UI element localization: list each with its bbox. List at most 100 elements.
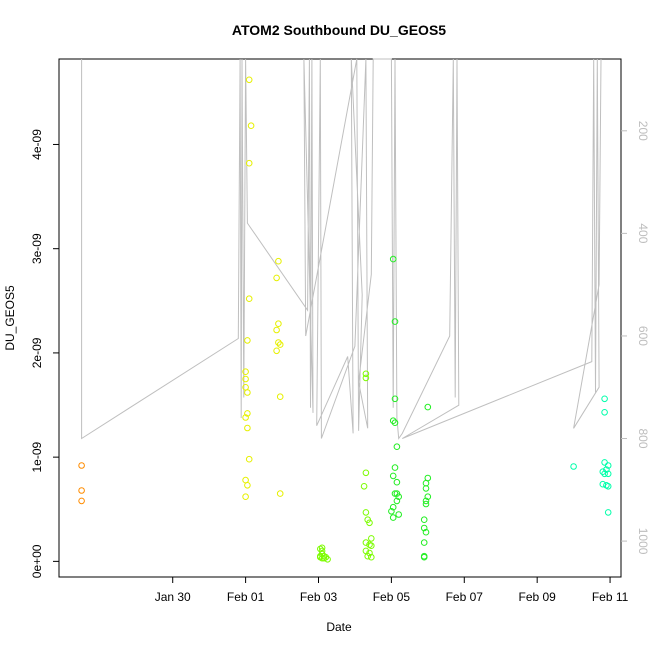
data-point [364, 552, 372, 560]
y-axis-label: DU_GEOS5 [3, 285, 17, 351]
x-tick-label: Feb 09 [518, 590, 556, 604]
x-tick-label: Jan 30 [155, 590, 191, 604]
points-layer [78, 76, 612, 563]
plot-area [58, 58, 622, 578]
data-point [393, 443, 401, 451]
chart-title: ATOM2 Southbound DU_GEOS5 [232, 22, 446, 38]
data-point [244, 389, 251, 396]
data-point [368, 535, 375, 542]
data-point [391, 419, 399, 427]
data-point [362, 509, 370, 516]
y-tick-label: 2e-09 [30, 337, 44, 368]
x-axis-label: Date [326, 620, 352, 634]
data-point [391, 395, 399, 403]
data-point [318, 544, 326, 552]
data-point [393, 478, 401, 486]
data-point [273, 347, 280, 355]
data-point [368, 553, 375, 561]
data-point [393, 497, 401, 505]
data-point [389, 503, 397, 511]
data-point [601, 409, 608, 416]
data-point [245, 455, 253, 463]
data-point [244, 410, 251, 417]
data-point [604, 470, 612, 478]
data-point [420, 539, 428, 546]
data-point [275, 339, 282, 346]
y2-tick-label: 800 [636, 429, 650, 449]
data-point [570, 463, 577, 470]
data-point [247, 122, 255, 129]
data-point [362, 374, 370, 382]
data-point [424, 403, 432, 411]
data-point [273, 274, 280, 282]
data-point [242, 368, 249, 376]
y-tick-label: 1e-09 [30, 441, 44, 472]
data-point [422, 485, 430, 492]
data-point [245, 76, 253, 84]
data-point [244, 424, 251, 432]
data-point [395, 493, 403, 501]
data-point [389, 514, 397, 521]
data-point [244, 337, 251, 344]
y2-tick-label: 600 [636, 326, 650, 346]
data-point [604, 509, 612, 516]
data-point [389, 417, 397, 425]
data-point [78, 497, 85, 505]
data-point [320, 554, 328, 562]
data-point [601, 395, 608, 403]
data-point [275, 257, 282, 265]
x-tick-label: Feb 03 [300, 590, 338, 604]
data-point [317, 553, 324, 561]
x-tick-label: Feb 01 [227, 590, 265, 604]
x-tick-label: Feb 11 [592, 590, 629, 604]
data-point [391, 464, 399, 471]
data-point [276, 393, 284, 401]
y2-tick-label: 1000 [636, 528, 650, 555]
data-point [273, 326, 280, 334]
data-point [245, 295, 253, 303]
x-axis: Jan 30 Feb 01 Feb 03 Feb 05 Feb 07 Feb 09 Feb … [155, 577, 629, 604]
data-point [324, 556, 331, 563]
data-point [420, 553, 428, 561]
data-point [391, 318, 399, 325]
data-point [276, 341, 284, 348]
data-point [78, 462, 85, 469]
data-point [366, 519, 373, 527]
x-tick-label: Feb 05 [373, 590, 411, 604]
data-point [604, 483, 612, 490]
data-point [599, 480, 607, 488]
data-point [420, 516, 428, 524]
y-tick-label: 3e-09 [30, 233, 44, 264]
data-point [603, 466, 610, 473]
x-tick-label: Feb 07 [446, 590, 484, 604]
data-point [601, 470, 608, 478]
data-point [420, 524, 428, 532]
data-point [601, 459, 608, 466]
data-point [389, 472, 397, 480]
data-point [362, 539, 370, 546]
data-point [242, 414, 249, 421]
data-point [422, 497, 430, 505]
data-point [599, 468, 607, 476]
y2-tick-label: 400 [636, 223, 650, 243]
y-tick-label: 4e-09 [30, 129, 44, 160]
data-point [362, 469, 370, 477]
data-point [366, 549, 373, 557]
data-point [395, 511, 403, 518]
data-point [245, 159, 253, 167]
data-point [275, 320, 282, 328]
data-point [424, 493, 432, 501]
data-point [242, 493, 249, 501]
data-point [276, 490, 284, 497]
data-point [389, 255, 397, 263]
data-point [242, 375, 249, 383]
y2-tick-label: 200 [636, 121, 650, 141]
data-point [360, 483, 368, 490]
y2-axis: 200 400 600 800 1000 [621, 121, 650, 555]
data-point [388, 508, 395, 515]
data-point [362, 370, 370, 378]
data-point [604, 462, 612, 469]
data-point [78, 487, 85, 494]
profile-line-layer [81, 58, 602, 440]
profile-line [81, 58, 602, 440]
